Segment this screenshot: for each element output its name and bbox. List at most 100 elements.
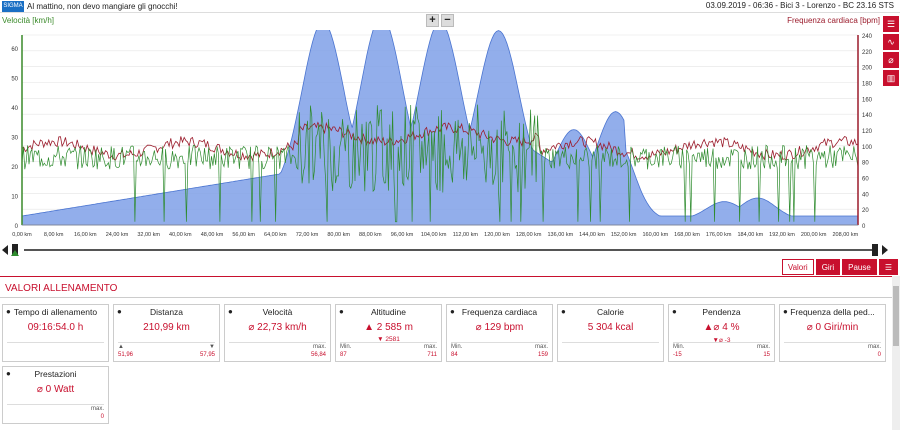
slider-left-arrow [2, 245, 8, 255]
x-tick-label: 88,00 km [359, 232, 382, 238]
right-tick-label: 220 [862, 50, 873, 56]
card-max-value: 159 [537, 352, 548, 358]
x-tick-label: 16,00 km [74, 232, 97, 238]
card-divider [7, 404, 104, 405]
card-min-label: Min. [340, 344, 352, 350]
scrollbar[interactable] [892, 276, 900, 430]
slider-right-arrow [882, 245, 888, 255]
x-tick-label: 112,00 km [453, 232, 479, 238]
values-cards: ● Tempo di allenamento 09:16:54.0 h ● Di… [2, 304, 890, 424]
right-tick-label: 140 [862, 113, 873, 119]
card-title: Tempo di allenamento [13, 307, 98, 317]
x-tick-label: 72,00 km [296, 232, 319, 238]
workout-chart[interactable]: 6050403020100240220200180160140120100806… [0, 30, 880, 243]
value-card-flame[interactable]: ● Calorie 5 304 kcal [557, 304, 664, 362]
power-icon: ● [6, 369, 11, 378]
heart-rate-axis-label[interactable]: Frequenza cardiaca [bpm] [787, 16, 880, 25]
x-tick-label: 104,00 km [421, 232, 447, 238]
right-tick-label: 60 [862, 177, 869, 183]
x-tick-label: 120,00 km [484, 232, 510, 238]
tab-valori[interactable]: Valori [781, 259, 814, 275]
tab-giri[interactable]: Giri [815, 259, 841, 275]
x-tick-label: 96,00 km [391, 232, 414, 238]
card-title: Prestazioni [34, 369, 77, 379]
card-max-value: 15 [763, 352, 770, 358]
average-icon[interactable]: ⌀ [883, 52, 899, 68]
card-title: Velocità [262, 307, 293, 317]
card-divider [451, 342, 548, 343]
value-card-power[interactable]: ● Prestazioni ⌀ 0 Watt max. 0 [2, 366, 109, 424]
x-tick-label: 136,00 km [547, 232, 573, 238]
x-tick-label: 8,00 km [44, 232, 64, 238]
value-card-speedometer[interactable]: ● Velocità ⌀ 22,73 km/h max. 56,84 [224, 304, 331, 362]
speedometer-icon: ● [228, 307, 233, 316]
card-min-label: Min. [673, 344, 685, 350]
card-divider [118, 342, 215, 343]
card-min-value: 87 [340, 352, 347, 358]
top-bar: SIGMA Al mattino, non devo mangiare gli … [0, 0, 900, 13]
value-card-cadence[interactable]: ● Frequenza della ped... ⌀ 0 Giri/min ma… [779, 304, 886, 362]
card-max-value: 57,95 [199, 352, 215, 358]
card-divider [673, 342, 770, 343]
sigma-logo: SIGMA [2, 0, 24, 12]
list-view-icon[interactable]: ☰ [878, 259, 898, 275]
left-tick-label: 10 [11, 195, 18, 201]
card-min-value: 84 [451, 352, 458, 358]
right-tick-label: 160 [862, 97, 873, 103]
slider-start-marker [11, 250, 19, 256]
x-tick-label: 168,00 km [674, 232, 700, 238]
x-tick-label: 160,00 km [642, 232, 668, 238]
scrollbar-thumb[interactable] [893, 286, 899, 346]
x-tick-label: 176,00 km [706, 232, 732, 238]
right-tick-label: 120 [862, 129, 873, 135]
tab-pause[interactable]: Pause [842, 259, 877, 275]
value-card-mountain[interactable]: ● Altitudine ▲ 2 585 m ▼ 2581 Min. 87 ma… [335, 304, 442, 362]
mountain-icon: ● [339, 307, 344, 316]
x-tick-label: 40,00 km [169, 232, 192, 238]
zoom-out-button[interactable]: − [441, 14, 454, 27]
card-max-label: max. [423, 344, 437, 350]
left-tick-label: 0 [15, 224, 19, 230]
card-max-value: 711 [427, 352, 437, 358]
clock-icon: ● [6, 307, 11, 316]
x-tick-label: 184,00 km [737, 232, 763, 238]
workout-title: Al mattino, non devo mangiare gli gnocch… [27, 1, 178, 11]
x-tick-label: 208,00 km [832, 232, 858, 238]
card-title: Pendenza [702, 307, 741, 317]
x-tick-label: 200,00 km [801, 232, 827, 238]
speed-line [21, 104, 859, 223]
card-max-label: max. [867, 344, 881, 350]
value-card-heart[interactable]: ● Frequenza cardiaca ⌀ 129 bpm Min. 84 m… [446, 304, 553, 362]
right-tick-label: 80 [862, 161, 869, 167]
left-tick-label: 60 [11, 47, 18, 53]
workout-meta: 03.09.2019 - 06:36 - Bici 3 - Lorenzo - … [705, 1, 894, 10]
right-tick-label: 0 [862, 224, 866, 230]
section-divider [0, 276, 900, 277]
x-tick-label: 80,00 km [327, 232, 350, 238]
section-divider-2 [0, 297, 900, 298]
tabs: Valori Giri Pause ☰ [781, 259, 898, 275]
value-card-distance[interactable]: ● Distanza 210,99 km ▲ 51,96 ▼ 57,95 [113, 304, 220, 362]
card-value: ▲⌀ 4 % [703, 322, 740, 333]
card-value: ⌀ 0 Giri/min [806, 322, 859, 333]
slider-right-handle [872, 244, 878, 256]
value-card-clock[interactable]: ● Tempo di allenamento 09:16:54.0 h [2, 304, 109, 362]
line-chart-icon[interactable]: ∿ [883, 34, 899, 50]
zoom-in-button[interactable]: + [426, 14, 439, 27]
right-tick-label: 180 [862, 82, 873, 88]
card-min-label: ▲ [118, 344, 124, 350]
right-tick-label: 200 [862, 66, 873, 72]
x-tick-label: 152,00 km [611, 232, 637, 238]
speed-axis-label[interactable]: Velocità [km/h] [2, 16, 55, 25]
card-max-label: max. [534, 344, 548, 350]
card-value: ▲ 2 585 m [364, 322, 413, 333]
section-title: VALORI ALLENAMENTO [5, 283, 118, 294]
list-icon[interactable]: ☰ [883, 16, 899, 32]
card-max-value: 0 [100, 414, 104, 420]
cadence-icon: ● [783, 307, 788, 316]
value-card-slope[interactable]: ● Pendenza ▲⌀ 4 % ▼⌀ -3 Min. -15 max. 15 [668, 304, 775, 362]
altitude-area [21, 30, 859, 226]
range-slider[interactable] [0, 243, 900, 257]
right-tick-label: 100 [862, 145, 873, 151]
bar-chart-icon[interactable]: ▥ [883, 70, 899, 86]
